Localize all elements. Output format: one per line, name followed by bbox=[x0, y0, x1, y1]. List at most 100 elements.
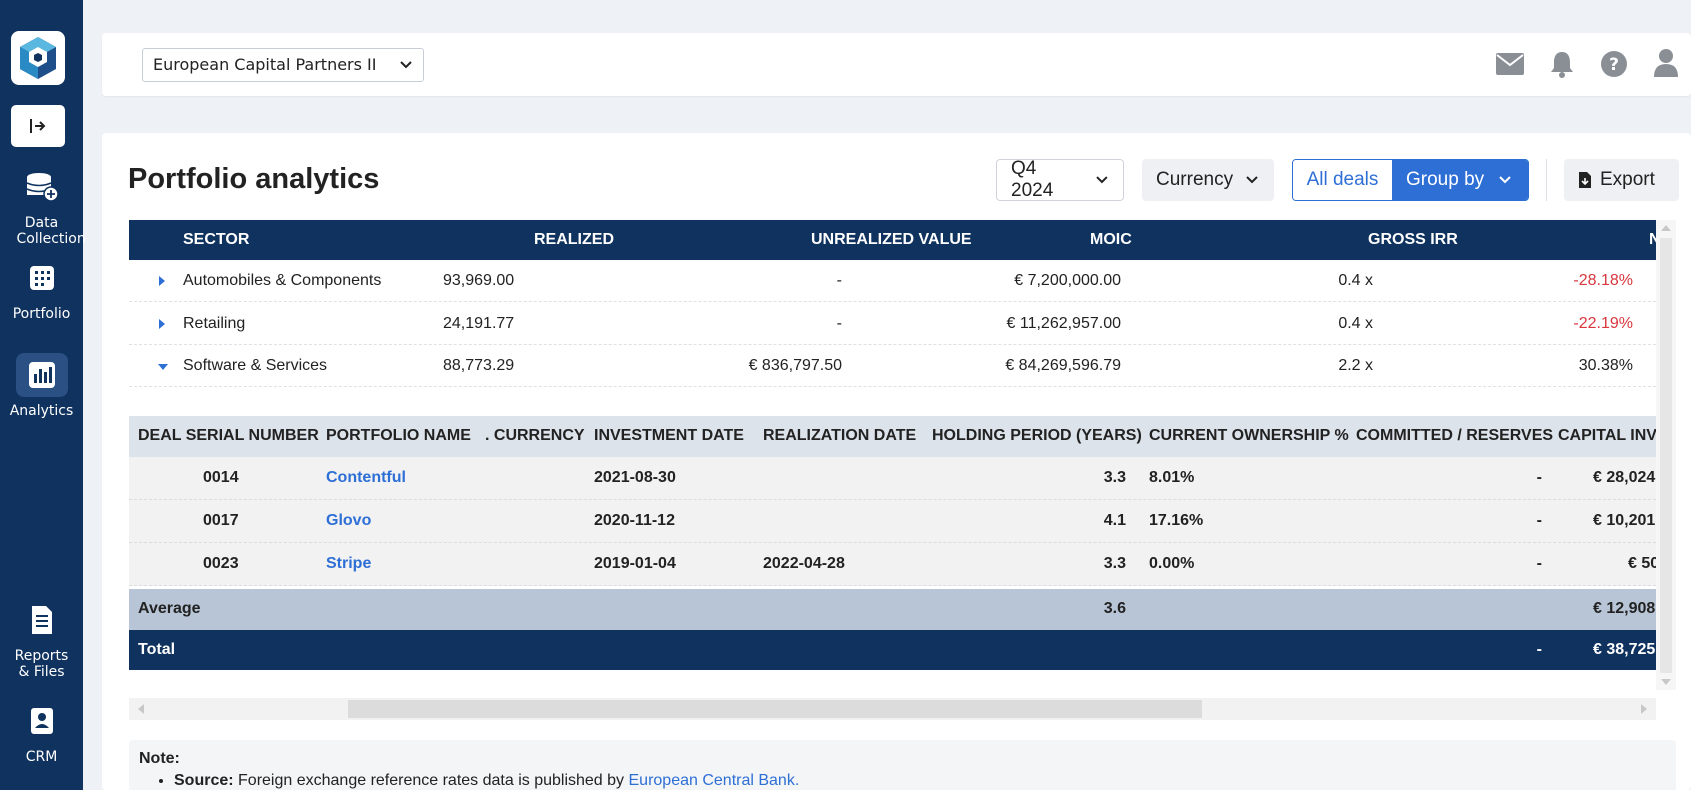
svg-text:?: ? bbox=[1609, 55, 1619, 75]
currency-selector[interactable]: Currency bbox=[1142, 159, 1274, 201]
mail-icon[interactable] bbox=[1495, 52, 1525, 76]
total-committed: - bbox=[1536, 641, 1542, 658]
fund-selector[interactable]: European Capital Partners II bbox=[142, 48, 424, 82]
header-currency[interactable]: . CURRENCY bbox=[485, 427, 585, 444]
header-sector[interactable]: SECTOR bbox=[183, 231, 250, 248]
sector-unrealized: € 84,269,596.79 bbox=[1005, 357, 1121, 374]
average-row: Average 3.6 € 12,908 bbox=[129, 589, 1656, 630]
sidebar-item-data-collection[interactable]: Data Collection bbox=[0, 165, 86, 247]
header-moic[interactable]: MOIC bbox=[1090, 231, 1132, 248]
sidebar-item-label: Portfolio bbox=[12, 306, 71, 322]
committed: - bbox=[1536, 555, 1542, 572]
investment-date: 2021-08-30 bbox=[594, 469, 676, 486]
sidebar-item-crm[interactable]: CRM bbox=[0, 699, 83, 765]
portfolio-link[interactable]: Stripe bbox=[326, 555, 372, 572]
average-label: Average bbox=[138, 600, 201, 617]
sector-irr: -28.18% bbox=[1573, 272, 1633, 289]
sector-realized: - bbox=[836, 315, 842, 332]
header-ownership[interactable]: CURRENT OWNERSHIP % bbox=[1149, 427, 1349, 444]
arrow-right-bar-icon bbox=[30, 119, 46, 133]
investment-date: 2020-11-12 bbox=[594, 512, 675, 529]
sector-row[interactable]: Software & Services 88,773.29 € 836,797.… bbox=[129, 345, 1656, 387]
sidebar-item-label: CRM bbox=[25, 749, 58, 765]
group-by-button[interactable]: Group by bbox=[1392, 160, 1528, 200]
total-capital: € 38,725 bbox=[1593, 641, 1656, 658]
holding-period: 3.3 bbox=[1103, 555, 1126, 572]
scroll-down-icon[interactable] bbox=[1661, 678, 1671, 686]
scroll-up-icon[interactable] bbox=[1661, 224, 1671, 232]
horizontal-scrollbar[interactable] bbox=[129, 698, 1656, 720]
note-list: Source: Foreign exchange reference rates… bbox=[174, 772, 1666, 790]
sector-irr: -22.19% bbox=[1573, 315, 1633, 332]
user-avatar-icon[interactable] bbox=[1653, 48, 1679, 78]
header-deal-serial[interactable]: DEAL SERIAL NUMBER bbox=[138, 427, 319, 444]
sector-moic: 2.2 x bbox=[1338, 357, 1373, 374]
sidebar-item-reports[interactable]: Reports & Files bbox=[0, 598, 83, 680]
sector-unrealized: € 7,200,000.00 bbox=[1014, 272, 1121, 289]
scroll-left-icon[interactable] bbox=[137, 704, 145, 714]
sector-name: Automobiles & Components bbox=[183, 272, 382, 289]
header-n[interactable]: N bbox=[1649, 231, 1661, 248]
top-bar: European Capital Partners II ? bbox=[102, 33, 1691, 96]
note-box: Note: Source: Foreign exchange reference… bbox=[129, 740, 1676, 790]
average-holding: 3.6 bbox=[1103, 600, 1126, 617]
portfolio-link[interactable]: Contentful bbox=[326, 469, 406, 486]
export-button[interactable]: Export bbox=[1564, 159, 1679, 201]
header-portfolio-name[interactable]: PORTFOLIO NAME bbox=[326, 427, 471, 444]
header-committed[interactable]: COMMITTED / RESERVES bbox=[1356, 427, 1554, 444]
capital-invested: € 500 bbox=[1628, 555, 1656, 572]
sector-row[interactable]: Automobiles & Components 93,969.00 - € 7… bbox=[129, 260, 1656, 302]
horizontal-scroll-thumb[interactable] bbox=[348, 700, 1202, 718]
sector-table-header: SECTOR REALIZED UNREALIZED VALUE MOIC GR… bbox=[129, 220, 1661, 260]
sector-realized: - bbox=[836, 272, 842, 289]
nav-icon-wrap bbox=[16, 256, 68, 300]
nav-icon-wrap bbox=[16, 699, 68, 743]
toolbar-divider bbox=[1546, 159, 1547, 201]
note-title: Note: bbox=[139, 750, 180, 767]
deal-row: 0014 Contentful 2021-08-30 3.3 8.01% - €… bbox=[129, 457, 1656, 500]
sidebar-item-analytics[interactable]: Analytics bbox=[0, 353, 83, 419]
sidebar-item-label: Analytics bbox=[9, 403, 74, 419]
header-capital-invested[interactable]: CAPITAL INV bbox=[1558, 427, 1656, 444]
sector-row[interactable]: Retailing 24,191.77 - € 11,262,957.00 0.… bbox=[129, 303, 1656, 345]
view-toggle: All deals Group by bbox=[1292, 159, 1529, 201]
bar-chart-icon bbox=[28, 362, 55, 388]
app-logo[interactable] bbox=[11, 31, 65, 85]
vertical-scrollbar[interactable] bbox=[1656, 220, 1676, 690]
header-realized[interactable]: REALIZED bbox=[534, 231, 614, 248]
holding-period: 3.3 bbox=[1103, 469, 1126, 486]
deal-row: 0023 Stripe 2019-01-04 2022-04-28 3.3 0.… bbox=[129, 543, 1656, 586]
committed: - bbox=[1536, 512, 1542, 529]
portfolio-link[interactable]: Glovo bbox=[326, 512, 372, 529]
sector-unrealized: € 11,262,957.00 bbox=[1006, 315, 1121, 332]
deal-serial: 0023 bbox=[203, 555, 239, 572]
nav-icon-wrap bbox=[15, 353, 68, 397]
caret-right-icon[interactable] bbox=[158, 319, 166, 329]
sidebar-item-portfolio[interactable]: Portfolio bbox=[0, 256, 83, 322]
vertical-scroll-thumb[interactable] bbox=[1660, 238, 1672, 673]
header-holding-period[interactable]: HOLDING PERIOD (YEARS) bbox=[932, 427, 1142, 444]
header-unrealized-value[interactable]: UNREALIZED VALUE bbox=[811, 231, 972, 248]
document-icon bbox=[31, 606, 52, 634]
nav-icon-wrap bbox=[16, 598, 68, 642]
all-deals-button[interactable]: All deals bbox=[1293, 160, 1392, 200]
ecb-link[interactable]: European Central Bank. bbox=[628, 772, 800, 789]
export-label: Export bbox=[1600, 169, 1655, 190]
header-realization-date[interactable]: REALIZATION DATE bbox=[763, 427, 917, 444]
bell-icon[interactable] bbox=[1549, 50, 1575, 78]
help-icon[interactable]: ? bbox=[1600, 50, 1628, 78]
quarter-selector[interactable]: Q4 2024 bbox=[996, 158, 1124, 201]
expand-sidebar-button[interactable] bbox=[11, 105, 65, 147]
header-gross-irr[interactable]: GROSS IRR bbox=[1368, 231, 1458, 248]
sector-name: Software & Services bbox=[183, 357, 328, 374]
scroll-right-icon[interactable] bbox=[1640, 704, 1648, 714]
database-add-icon bbox=[26, 173, 59, 202]
header-investment-date[interactable]: INVESTMENT DATE bbox=[594, 427, 744, 444]
caret-down-icon[interactable] bbox=[158, 363, 168, 371]
caret-right-icon[interactable] bbox=[158, 276, 166, 286]
ownership: 8.01% bbox=[1149, 469, 1195, 486]
sector-moic: 0.4 x bbox=[1338, 315, 1373, 332]
deal-serial: 0017 bbox=[203, 512, 239, 529]
ownership: 17.16% bbox=[1149, 512, 1204, 529]
holding-period: 4.1 bbox=[1103, 512, 1126, 529]
